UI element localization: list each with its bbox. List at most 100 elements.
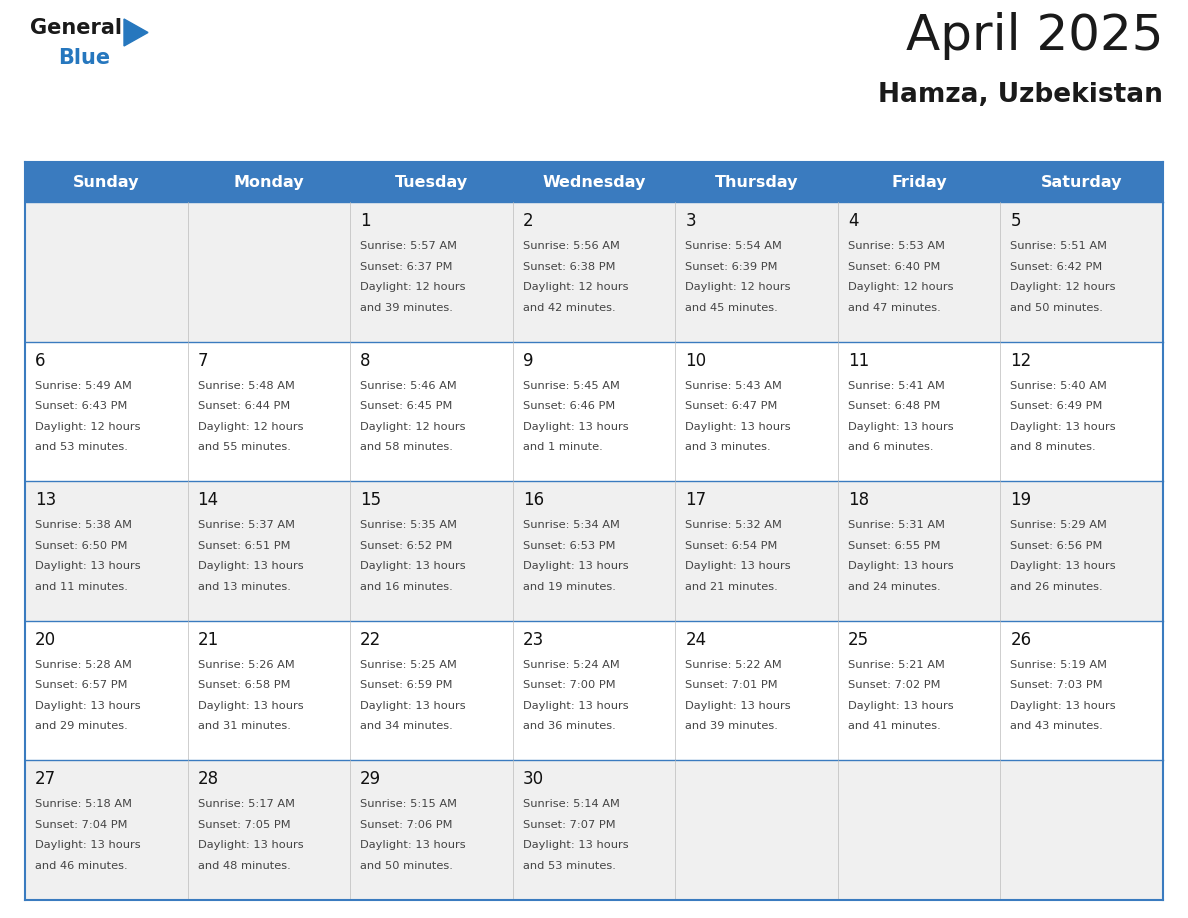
Text: Daylight: 13 hours: Daylight: 13 hours xyxy=(848,561,954,571)
Text: Sunset: 7:01 PM: Sunset: 7:01 PM xyxy=(685,680,778,690)
Text: 29: 29 xyxy=(360,770,381,789)
Text: Sunset: 6:53 PM: Sunset: 6:53 PM xyxy=(523,541,615,551)
Text: 10: 10 xyxy=(685,352,707,370)
Text: Daylight: 13 hours: Daylight: 13 hours xyxy=(685,421,791,431)
Text: and 45 minutes.: and 45 minutes. xyxy=(685,303,778,312)
Text: Daylight: 12 hours: Daylight: 12 hours xyxy=(197,421,303,431)
Text: Sunrise: 5:14 AM: Sunrise: 5:14 AM xyxy=(523,800,620,810)
Text: Saturday: Saturday xyxy=(1041,174,1123,189)
Text: 21: 21 xyxy=(197,631,219,649)
Text: Sunrise: 5:21 AM: Sunrise: 5:21 AM xyxy=(848,660,944,670)
Text: and 1 minute.: and 1 minute. xyxy=(523,442,602,452)
Text: 18: 18 xyxy=(848,491,868,509)
Text: Sunrise: 5:54 AM: Sunrise: 5:54 AM xyxy=(685,241,782,251)
Text: Sunset: 7:03 PM: Sunset: 7:03 PM xyxy=(1011,680,1102,690)
Text: Sunrise: 5:37 AM: Sunrise: 5:37 AM xyxy=(197,521,295,531)
Text: Sunrise: 5:53 AM: Sunrise: 5:53 AM xyxy=(848,241,944,251)
Text: Daylight: 13 hours: Daylight: 13 hours xyxy=(848,700,954,711)
Polygon shape xyxy=(124,19,148,46)
Text: 2: 2 xyxy=(523,212,533,230)
Text: Sunset: 6:45 PM: Sunset: 6:45 PM xyxy=(360,401,453,411)
Text: and 11 minutes.: and 11 minutes. xyxy=(34,582,128,592)
Bar xyxy=(25,162,1163,202)
Text: Sunrise: 5:15 AM: Sunrise: 5:15 AM xyxy=(360,800,457,810)
Text: Sunrise: 5:25 AM: Sunrise: 5:25 AM xyxy=(360,660,457,670)
Text: and 3 minutes.: and 3 minutes. xyxy=(685,442,771,452)
Text: 7: 7 xyxy=(197,352,208,370)
Text: Sunrise: 5:51 AM: Sunrise: 5:51 AM xyxy=(1011,241,1107,251)
Text: Sunset: 6:48 PM: Sunset: 6:48 PM xyxy=(848,401,940,411)
Text: 25: 25 xyxy=(848,631,868,649)
Text: Sunset: 6:51 PM: Sunset: 6:51 PM xyxy=(197,541,290,551)
Text: and 43 minutes.: and 43 minutes. xyxy=(1011,722,1104,732)
Text: Monday: Monday xyxy=(234,174,304,189)
Text: 17: 17 xyxy=(685,491,707,509)
Text: and 39 minutes.: and 39 minutes. xyxy=(685,722,778,732)
Text: Sunrise: 5:31 AM: Sunrise: 5:31 AM xyxy=(848,521,944,531)
Text: and 41 minutes.: and 41 minutes. xyxy=(848,722,941,732)
Text: Sunset: 6:58 PM: Sunset: 6:58 PM xyxy=(197,680,290,690)
Text: Friday: Friday xyxy=(891,174,947,189)
Text: Sunset: 7:06 PM: Sunset: 7:06 PM xyxy=(360,820,453,830)
Text: and 48 minutes.: and 48 minutes. xyxy=(197,861,290,871)
Text: Sunset: 6:50 PM: Sunset: 6:50 PM xyxy=(34,541,127,551)
Text: Daylight: 12 hours: Daylight: 12 hours xyxy=(360,282,466,292)
Text: 28: 28 xyxy=(197,770,219,789)
Text: Daylight: 12 hours: Daylight: 12 hours xyxy=(523,282,628,292)
Text: 22: 22 xyxy=(360,631,381,649)
Text: Tuesday: Tuesday xyxy=(394,174,468,189)
Text: 1: 1 xyxy=(360,212,371,230)
Text: Sunset: 7:05 PM: Sunset: 7:05 PM xyxy=(197,820,290,830)
Text: Daylight: 13 hours: Daylight: 13 hours xyxy=(197,700,303,711)
Text: and 53 minutes.: and 53 minutes. xyxy=(34,442,128,452)
Text: and 47 minutes.: and 47 minutes. xyxy=(848,303,941,312)
Text: Sunset: 6:54 PM: Sunset: 6:54 PM xyxy=(685,541,778,551)
Text: Sunrise: 5:46 AM: Sunrise: 5:46 AM xyxy=(360,381,457,390)
Text: Daylight: 13 hours: Daylight: 13 hours xyxy=(34,700,140,711)
Text: 13: 13 xyxy=(34,491,56,509)
Text: Daylight: 13 hours: Daylight: 13 hours xyxy=(523,561,628,571)
Text: Daylight: 13 hours: Daylight: 13 hours xyxy=(197,561,303,571)
Text: Daylight: 13 hours: Daylight: 13 hours xyxy=(360,561,466,571)
Text: Sunrise: 5:22 AM: Sunrise: 5:22 AM xyxy=(685,660,782,670)
Text: 6: 6 xyxy=(34,352,45,370)
Text: Sunset: 6:57 PM: Sunset: 6:57 PM xyxy=(34,680,127,690)
Text: Sunrise: 5:41 AM: Sunrise: 5:41 AM xyxy=(848,381,944,390)
Text: Sunset: 6:52 PM: Sunset: 6:52 PM xyxy=(360,541,453,551)
Bar xyxy=(25,202,1163,341)
Text: Sunset: 7:04 PM: Sunset: 7:04 PM xyxy=(34,820,127,830)
Text: Sunrise: 5:38 AM: Sunrise: 5:38 AM xyxy=(34,521,132,531)
Text: Sunset: 7:07 PM: Sunset: 7:07 PM xyxy=(523,820,615,830)
Text: Sunset: 6:43 PM: Sunset: 6:43 PM xyxy=(34,401,127,411)
Text: Daylight: 12 hours: Daylight: 12 hours xyxy=(1011,282,1116,292)
Text: 23: 23 xyxy=(523,631,544,649)
Text: and 8 minutes.: and 8 minutes. xyxy=(1011,442,1097,452)
Text: Sunset: 6:39 PM: Sunset: 6:39 PM xyxy=(685,262,778,272)
Text: Thursday: Thursday xyxy=(715,174,798,189)
Text: Sunset: 6:59 PM: Sunset: 6:59 PM xyxy=(360,680,453,690)
Text: and 46 minutes.: and 46 minutes. xyxy=(34,861,127,871)
Text: Daylight: 13 hours: Daylight: 13 hours xyxy=(34,840,140,850)
Text: and 58 minutes.: and 58 minutes. xyxy=(360,442,453,452)
Text: 27: 27 xyxy=(34,770,56,789)
Text: Sunrise: 5:57 AM: Sunrise: 5:57 AM xyxy=(360,241,457,251)
Text: 19: 19 xyxy=(1011,491,1031,509)
Text: and 36 minutes.: and 36 minutes. xyxy=(523,722,615,732)
Text: Sunset: 6:40 PM: Sunset: 6:40 PM xyxy=(848,262,940,272)
Text: and 6 minutes.: and 6 minutes. xyxy=(848,442,934,452)
Text: 26: 26 xyxy=(1011,631,1031,649)
Text: Sunrise: 5:19 AM: Sunrise: 5:19 AM xyxy=(1011,660,1107,670)
Text: Daylight: 13 hours: Daylight: 13 hours xyxy=(523,840,628,850)
Text: Sunrise: 5:48 AM: Sunrise: 5:48 AM xyxy=(197,381,295,390)
Text: and 55 minutes.: and 55 minutes. xyxy=(197,442,290,452)
Bar xyxy=(25,481,1163,621)
Bar xyxy=(25,621,1163,760)
Text: Sunset: 6:42 PM: Sunset: 6:42 PM xyxy=(1011,262,1102,272)
Text: 9: 9 xyxy=(523,352,533,370)
Text: Daylight: 13 hours: Daylight: 13 hours xyxy=(197,840,303,850)
Text: Sunrise: 5:49 AM: Sunrise: 5:49 AM xyxy=(34,381,132,390)
Text: Sunrise: 5:26 AM: Sunrise: 5:26 AM xyxy=(197,660,295,670)
Text: Daylight: 13 hours: Daylight: 13 hours xyxy=(1011,421,1116,431)
Bar xyxy=(25,760,1163,900)
Text: and 16 minutes.: and 16 minutes. xyxy=(360,582,453,592)
